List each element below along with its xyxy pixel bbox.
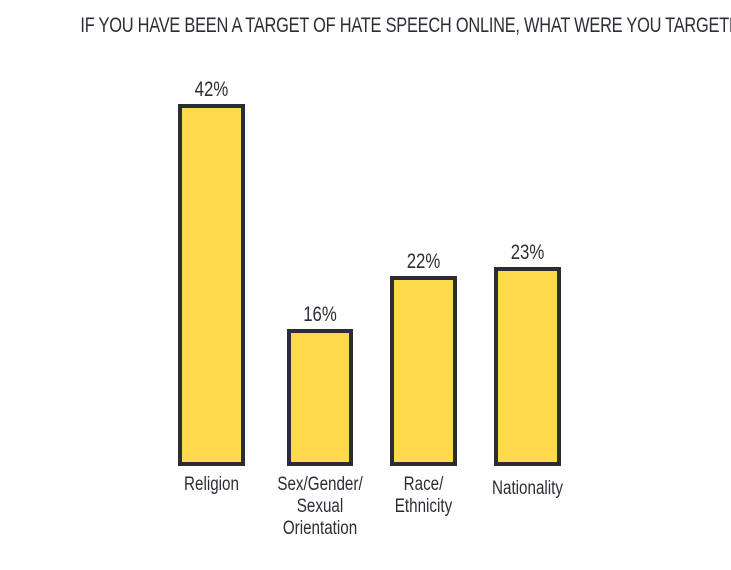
- chart-title: IF YOU HAVE BEEN A TARGET OF HATE SPEECH…: [80, 14, 731, 37]
- bar-religion: [178, 104, 245, 466]
- category-label-race: Race/ Ethnicity: [394, 474, 453, 517]
- bar-sex-gender-sexual-orientation: [287, 329, 353, 466]
- value-label-sex-gender: 16%: [303, 303, 337, 326]
- value-label-nationality: 23%: [510, 241, 545, 264]
- value-label-race: 22%: [406, 250, 441, 273]
- bar-nationality: [494, 267, 561, 466]
- category-label-religion: Religion: [184, 474, 239, 495]
- category-label-sex-gender: Sex/Gender/ Sexual Orientation: [277, 474, 363, 539]
- bar-race-ethnicity: [390, 276, 457, 466]
- category-label-nationality: Nationality: [492, 478, 563, 499]
- value-label-religion: 42%: [194, 78, 229, 101]
